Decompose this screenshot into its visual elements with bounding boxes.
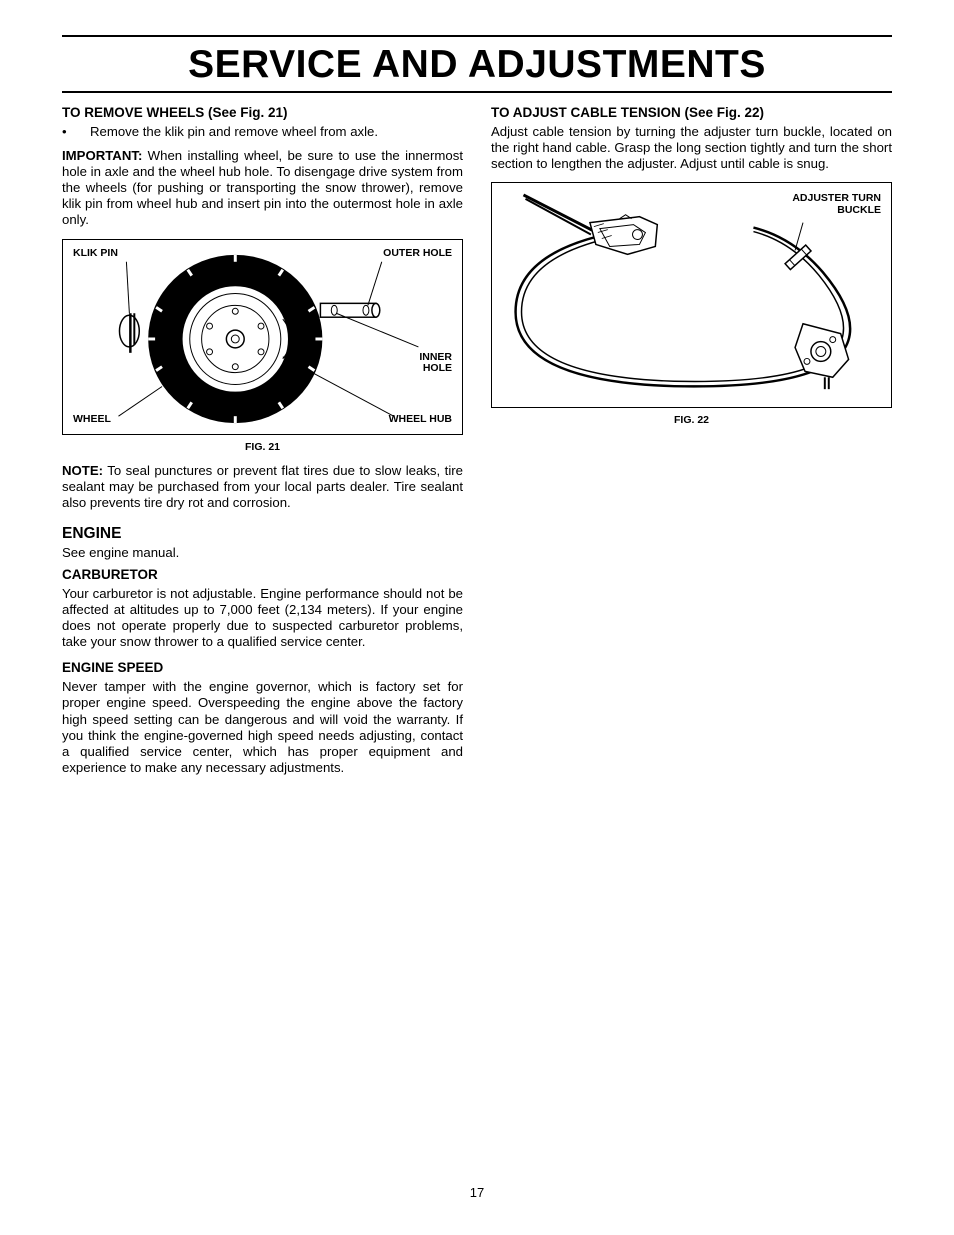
bullet-dot: • [62, 124, 90, 140]
remove-wheels-heading: TO REMOVE WHEELS (See Fig. 21) [62, 105, 463, 120]
label-klik-pin: KLIK PIN [73, 248, 118, 260]
engine-speed-heading: ENGINE SPEED [62, 660, 463, 675]
label-outer-hole: OUTER HOLE [383, 248, 452, 260]
engine-heading: ENGINE [62, 525, 463, 543]
figure-22-box: ADJUSTER TURN BUCKLE [491, 182, 892, 408]
see-manual-text: See engine manual. [62, 545, 463, 561]
bullet-text: Remove the klik pin and remove wheel fro… [90, 124, 378, 140]
label-wheel-hub: WHEEL HUB [389, 414, 452, 426]
carburetor-text: Your carburetor is not adjustable. Engin… [62, 586, 463, 650]
label-wheel: WHEEL [73, 414, 111, 426]
note-paragraph: NOTE: To seal punctures or prevent flat … [62, 463, 463, 511]
adjust-cable-text: Adjust cable tension by turning the adju… [491, 124, 892, 172]
right-column: TO ADJUST CABLE TENSION (See Fig. 22) Ad… [491, 105, 892, 786]
label-inner-hole: INNER HOLE [419, 352, 452, 375]
figure-21-box: KLIK PIN OUTER HOLE INNER HOLE WHEEL WHE… [62, 239, 463, 435]
page-number: 17 [0, 1185, 954, 1200]
label-adjuster-turn-buckle: ADJUSTER TURN BUCKLE [792, 193, 881, 216]
engine-speed-text: Never tamper with the engine governor, w… [62, 679, 463, 776]
note-text: To seal punctures or prevent flat tires … [62, 463, 463, 510]
important-label: IMPORTANT: [62, 148, 142, 163]
page-title: SERVICE AND ADJUSTMENTS [62, 35, 892, 93]
figure-22-caption: FIG. 22 [491, 414, 892, 426]
figure-21-caption: FIG. 21 [62, 441, 463, 453]
left-column: TO REMOVE WHEELS (See Fig. 21) • Remove … [62, 105, 463, 786]
carburetor-heading: CARBURETOR [62, 567, 463, 582]
figure-22-svg [492, 183, 891, 407]
note-label: NOTE: [62, 463, 103, 478]
bullet-remove-pin: • Remove the klik pin and remove wheel f… [62, 124, 463, 140]
figure-21-svg [63, 240, 462, 434]
two-column-layout: TO REMOVE WHEELS (See Fig. 21) • Remove … [62, 105, 892, 786]
adjust-cable-heading: TO ADJUST CABLE TENSION (See Fig. 22) [491, 105, 892, 120]
important-paragraph: IMPORTANT: When installing wheel, be sur… [62, 148, 463, 228]
